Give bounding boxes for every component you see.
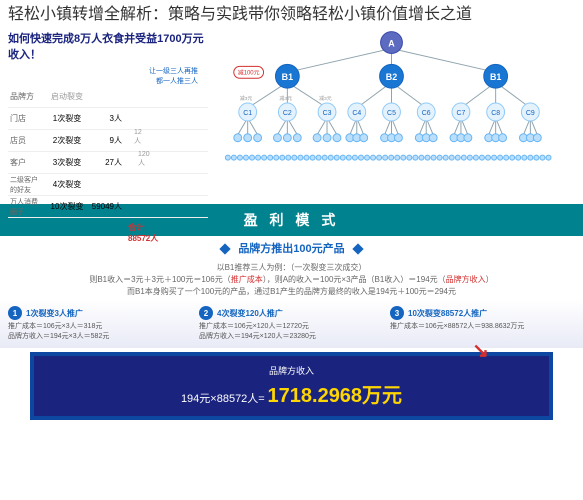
svg-text:C4: C4 bbox=[352, 110, 361, 117]
col-header: 品牌方 bbox=[8, 91, 46, 102]
num-circle: 2 bbox=[199, 306, 213, 320]
col-2: 24次裂变120人推广 推广成本＝106元×120人＝12720元 品牌方收入＝… bbox=[199, 306, 384, 342]
col-1: 11次裂变3人推广 推广成本＝106元×3人＝318元 品牌方收入＝194元×3… bbox=[8, 306, 193, 342]
col-header: 启动裂变 bbox=[46, 91, 88, 102]
table-row: 店员 2次裂变 9人 120人 bbox=[8, 130, 208, 152]
svg-text:B1: B1 bbox=[282, 73, 293, 83]
svg-text:C1: C1 bbox=[243, 110, 252, 117]
tree-svg: A B1 B2 B1 减100元 C1 C2 C3 C4 C5 C6 C7 C8… bbox=[208, 30, 575, 190]
diamond-icon bbox=[220, 244, 231, 255]
fission-table: 品牌方 启动裂变 门店 1次裂变 3人 12人 店员 2次裂变 9人 120人 … bbox=[8, 86, 208, 218]
final-result: 1718.2968万元 bbox=[268, 385, 403, 407]
svg-text:减3元: 减3元 bbox=[279, 95, 292, 102]
total-box: 合计: 88572人 bbox=[128, 222, 208, 244]
svg-text:C8: C8 bbox=[491, 110, 500, 117]
svg-text:C5: C5 bbox=[387, 110, 396, 117]
table-row: 门店 1次裂变 3人 12人 bbox=[8, 108, 208, 130]
sub-note: 让一级三人再推都一人推三人 bbox=[8, 66, 198, 86]
svg-text:C2: C2 bbox=[283, 110, 292, 117]
num-circle: 3 bbox=[390, 306, 404, 320]
table-row: 二级客户的好友 4次裂变 bbox=[8, 174, 208, 196]
final-label: 品牌方收入 bbox=[46, 364, 537, 377]
final-banner: ↘ 品牌方收入 194元×88572人= 1718.2968万元 bbox=[30, 352, 553, 420]
tree-diagram: A B1 B2 B1 减100元 C1 C2 C3 C4 C5 C6 C7 C8… bbox=[208, 30, 575, 200]
page-title: 轻松小镇转增全解析：策略与实践带你领略轻松小镇价值增长之道 bbox=[8, 4, 575, 26]
example-text: 以B1推荐三人为例：（一次裂变三次成交） 则B1收入＝3元＋3元＋100元＝10… bbox=[0, 260, 583, 300]
svg-text:减3元: 减3元 bbox=[240, 95, 253, 102]
svg-text:C9: C9 bbox=[526, 110, 535, 117]
headline-text: 如何快速完成8万人衣食并受益1700万元收入！ bbox=[8, 30, 208, 62]
table-row: 万人消费圈子 10次裂变 59049人 bbox=[8, 196, 208, 218]
col-3: 310次裂变88572人推广 推广成本＝106元×88572人＝938.8632… bbox=[390, 306, 575, 342]
page-header: 轻松小镇转增全解析：策略与实践带你领略轻松小镇价值增长之道 bbox=[0, 0, 583, 30]
svg-text:C3: C3 bbox=[323, 110, 332, 117]
level5-nodes bbox=[225, 156, 551, 161]
three-columns: 11次裂变3人推广 推广成本＝106元×3人＝318元 品牌方收入＝194元×3… bbox=[0, 300, 583, 348]
num-circle: 1 bbox=[8, 306, 22, 320]
level4-nodes bbox=[234, 134, 541, 142]
svg-text:C7: C7 bbox=[456, 110, 465, 117]
svg-text:A: A bbox=[388, 39, 395, 49]
svg-text:减3元: 减3元 bbox=[319, 95, 332, 102]
left-column: 如何快速完成8万人衣食并受益1700万元收入！ 让一级三人再推都一人推三人 品牌… bbox=[8, 30, 208, 200]
svg-text:B1: B1 bbox=[490, 73, 501, 83]
final-formula: 194元×88572人= bbox=[181, 393, 265, 405]
svg-text:C6: C6 bbox=[422, 110, 431, 117]
arrow-icon: ↘ bbox=[472, 338, 489, 363]
diamond-icon bbox=[352, 244, 363, 255]
svg-text:减100元: 减100元 bbox=[238, 69, 260, 77]
table-row: 客户 3次裂变 27人 bbox=[8, 152, 208, 174]
top-section: 如何快速完成8万人衣食并受益1700万元收入！ 让一级三人再推都一人推三人 品牌… bbox=[0, 30, 583, 200]
svg-text:B2: B2 bbox=[386, 73, 397, 83]
product-banner: 品牌方推出100元产品 bbox=[0, 236, 583, 260]
